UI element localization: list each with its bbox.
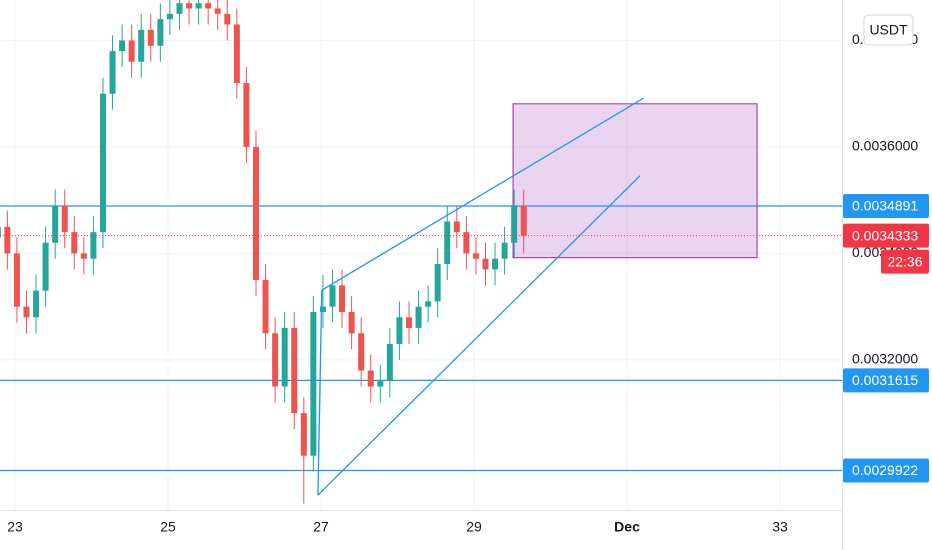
level-price-label: 0.0031615: [852, 372, 918, 388]
candle-body: [157, 19, 164, 46]
candle-body: [319, 306, 326, 312]
candle-body: [109, 51, 116, 94]
candle-body: [367, 370, 374, 387]
candle-body: [492, 258, 499, 270]
candle-body: [233, 24, 240, 84]
trend-line: [321, 97, 645, 291]
candle-body: [80, 253, 87, 259]
x-tick-label: 29: [466, 519, 482, 535]
candle-body: [99, 93, 106, 233]
candle-body: [42, 242, 49, 291]
x-tick-label: 23: [7, 519, 23, 535]
x-tick-label: Dec: [614, 519, 640, 535]
candle-body: [405, 317, 412, 328]
level-price-box: [843, 458, 929, 483]
x-tick-label: 27: [313, 519, 329, 535]
candle-body: [291, 327, 298, 414]
overlay: 0.0034891 0.0031615 0.0029922 0.0034333 22:3…: [843, 14, 929, 483]
candle-body: [90, 232, 97, 259]
candle-body: [147, 29, 154, 46]
candle-body: [0, 226, 1, 238]
currency-button[interactable]: [863, 14, 914, 46]
candle-body: [501, 242, 508, 259]
candle-body: [166, 13, 173, 20]
candle-body: [33, 290, 40, 318]
candle-body: [252, 146, 259, 281]
last-price-label: 0.0034333: [852, 227, 918, 243]
candle-body: [511, 205, 518, 243]
candle-body: [482, 258, 489, 270]
candle-body: [224, 13, 231, 25]
candle-body: [377, 381, 384, 387]
y-tick-label: 0.0032000: [852, 351, 918, 367]
candle-body: [128, 40, 135, 62]
candle-body: [23, 306, 30, 318]
candle-body: [205, 3, 212, 9]
candle-body: [61, 205, 68, 233]
candle-body: [71, 232, 78, 254]
candle-body: [13, 253, 20, 307]
candle-body: [281, 327, 288, 387]
x-tick-label: 25: [160, 519, 176, 535]
candle-body: [358, 333, 365, 371]
candle-body: [119, 40, 126, 52]
level-price-box: [843, 368, 929, 393]
x-tick-label: 33: [772, 519, 788, 535]
candle-body: [4, 226, 11, 254]
candle-body: [243, 83, 250, 147]
candle-body: [425, 301, 432, 307]
level-price-box: [843, 193, 929, 218]
candle-body: [520, 205, 527, 236]
candle-body: [176, 3, 183, 14]
level-price-label: 0.0029922: [852, 462, 918, 478]
candle-body: [415, 306, 422, 328]
y-tick-label: 0.0036000: [852, 138, 918, 154]
last-price-box: [843, 223, 929, 248]
candle-body: [52, 205, 59, 243]
trend-line: [317, 175, 641, 496]
countdown-box: [881, 249, 929, 274]
countdown-label: 22:36: [887, 253, 922, 269]
candle-body: [262, 280, 269, 334]
candle-body: [472, 253, 479, 259]
plot-area: [0, 0, 842, 504]
candle-body: [310, 311, 317, 456]
candle-body: [186, 3, 193, 9]
candle-body: [396, 317, 403, 344]
candle-body: [300, 413, 307, 456]
candle-body: [138, 29, 145, 62]
candle-body: [329, 285, 336, 307]
candle-body: [348, 311, 355, 334]
candle-body: [195, 3, 202, 9]
candle-body: [339, 285, 346, 312]
trend-line: [317, 290, 323, 496]
candle-body: [214, 8, 221, 14]
candle-body: [434, 264, 441, 302]
candle-body: [463, 232, 470, 254]
candle-body: [444, 221, 451, 265]
currency-label[interactable]: USDT: [869, 22, 908, 38]
candle-body: [453, 221, 460, 233]
level-price-label: 0.0034891: [852, 198, 918, 214]
candle-body: [386, 343, 393, 382]
candle-body: [272, 333, 279, 387]
